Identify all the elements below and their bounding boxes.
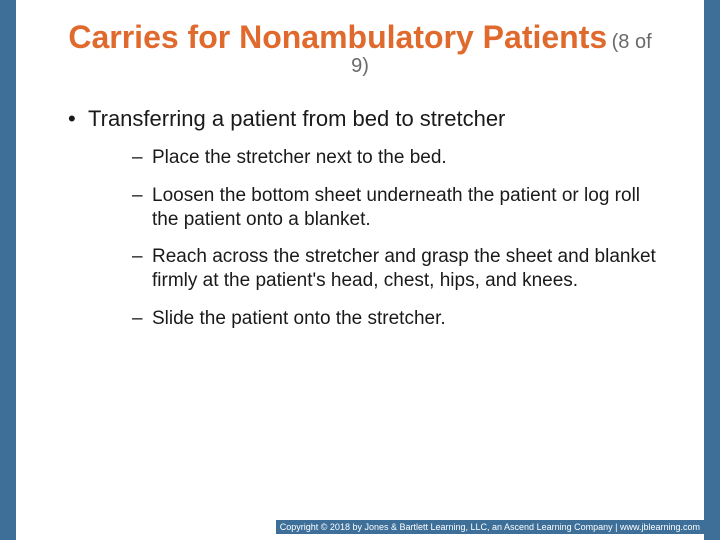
copyright-text: Copyright © 2018 by Jones & Bartlett Lea…	[280, 522, 700, 532]
bullet-l2-text: Loosen the bottom sheet underneath the p…	[152, 185, 640, 230]
bullet-level2: Slide the patient onto the stretcher.	[128, 307, 660, 331]
bullet-level2: Reach across the stretcher and grasp the…	[128, 245, 660, 293]
bullet-l2-text: Place the stretcher next to the bed.	[152, 147, 447, 168]
body-block: Transferring a patient from bed to stret…	[0, 78, 720, 345]
bullet-level2: Loosen the bottom sheet underneath the p…	[128, 184, 660, 232]
right-rail	[704, 0, 720, 540]
bullet-l2-text: Reach across the stretcher and grasp the…	[152, 246, 656, 291]
copyright-footer: Copyright © 2018 by Jones & Bartlett Lea…	[276, 520, 704, 534]
title-block: Carries for Nonambulatory Patients (8 of…	[0, 0, 720, 78]
bullet-l2-text: Slide the patient onto the stretcher.	[152, 308, 446, 329]
bullet-level1: Transferring a patient from bed to stret…	[60, 106, 660, 331]
bullet-level2: Place the stretcher next to the bed.	[128, 146, 660, 170]
slide: Carries for Nonambulatory Patients (8 of…	[0, 0, 720, 540]
slide-title: Carries for Nonambulatory Patients	[68, 19, 607, 55]
bullet-l1-text: Transferring a patient from bed to stret…	[88, 106, 505, 131]
left-rail	[0, 0, 16, 540]
